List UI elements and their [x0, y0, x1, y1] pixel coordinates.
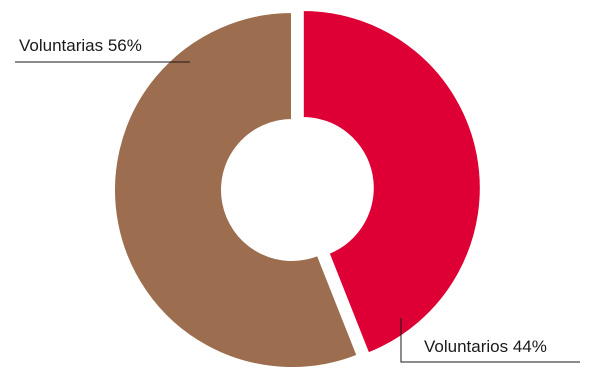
slice-label-voluntarios: Voluntarios 44%	[424, 337, 547, 356]
slice-label-voluntarias: Voluntarias 56%	[19, 36, 142, 55]
slice-voluntarias	[113, 10, 359, 369]
slice-voluntarios	[301, 8, 482, 355]
leader-line-voluntarios	[400, 318, 580, 363]
slices-group	[113, 8, 482, 369]
